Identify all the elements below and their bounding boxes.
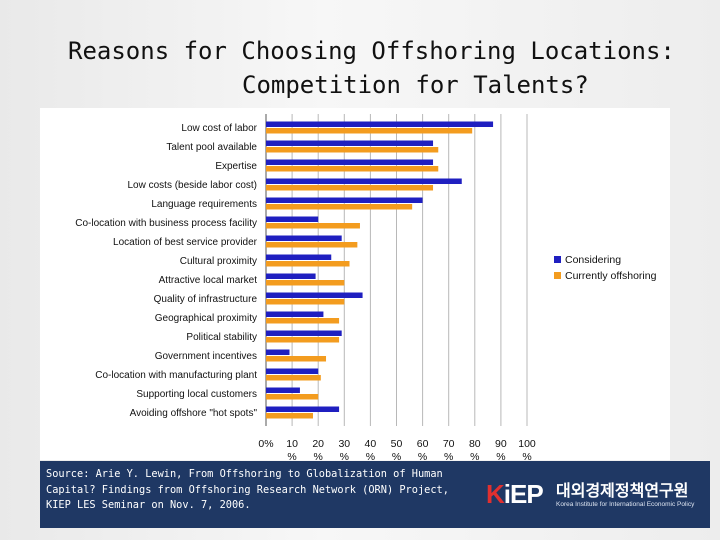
category-label: Expertise (215, 161, 257, 172)
bar-considering (266, 330, 342, 336)
legend-label-currently-offshoring: Currently offshoring (565, 270, 657, 282)
category-label: Avoiding offshore "hot spots" (130, 408, 258, 419)
x-tick-label: 60% (417, 438, 429, 460)
kiep-logo-english-name: Korea Institute for International Econom… (556, 501, 695, 508)
bar-currently-offshoring (266, 299, 345, 305)
bar-considering (266, 311, 324, 317)
category-label: Low costs (beside labor cost) (127, 180, 257, 191)
bar-considering (266, 254, 332, 260)
bar-currently-offshoring (266, 318, 340, 324)
x-tick-label: 0% (258, 438, 273, 450)
bar-considering (266, 387, 300, 393)
legend-label-considering: Considering (565, 254, 621, 266)
bar-currently-offshoring (266, 185, 434, 191)
category-label: Quality of infrastructure (154, 294, 258, 305)
category-label: Location of best service provider (113, 237, 258, 248)
bar-considering (266, 368, 319, 374)
bar-currently-offshoring (266, 280, 345, 286)
source-citation: Source: Arie Y. Lewin, From Offshoring t… (46, 468, 449, 511)
x-tick-label: 90% (495, 438, 507, 460)
bar-currently-offshoring (266, 204, 413, 210)
category-label: Co-location with business process facili… (75, 218, 257, 229)
category-label: Geographical proximity (155, 313, 257, 324)
bar-currently-offshoring (266, 337, 340, 343)
category-label: Attractive local market (159, 275, 258, 286)
x-tick-label: 50% (391, 438, 403, 460)
category-label: Government incentives (155, 351, 257, 362)
slide-title-line-2: Competition for Talents? (242, 71, 589, 99)
bar-considering (266, 216, 319, 222)
bar-currently-offshoring (266, 261, 350, 267)
bar-currently-offshoring (266, 128, 473, 134)
bar-considering (266, 273, 316, 279)
bar-considering (266, 349, 290, 355)
bar-considering (266, 406, 340, 412)
legend-swatch-currently-offshoring (554, 272, 561, 279)
category-label: Language requirements (151, 199, 257, 210)
footer-bar: Source: Arie Y. Lewin, From Offshoring t… (40, 461, 710, 528)
bar-considering (266, 292, 363, 298)
bar-considering (266, 235, 342, 241)
chart-panel: Low cost of labor Talent pool available Ex… (40, 108, 670, 460)
bar-currently-offshoring (266, 223, 360, 229)
category-label: Cultural proximity (180, 256, 257, 267)
x-tick-label: 30% (338, 438, 350, 460)
x-tick-label: 80% (469, 438, 481, 460)
legend-swatch-considering (554, 256, 561, 263)
x-tick-label: 70% (443, 438, 455, 460)
category-label: Co-location with manufacturing plant (95, 370, 257, 381)
x-tick-label: 40% (365, 438, 377, 460)
bar-currently-offshoring (266, 413, 313, 419)
category-label: Supporting local customers (136, 389, 257, 400)
kiep-logo-korean-name: 대외경제정책연구원 (556, 481, 689, 500)
kiep-logo: KiEP 대외경제정책연구원 Korea Institute for Inter… (486, 479, 701, 515)
bar-currently-offshoring (266, 375, 321, 381)
bar-considering (266, 178, 462, 184)
slide-title-line-1: Reasons for Choosing Offshoring Location… (68, 37, 675, 65)
bar-considering (266, 159, 434, 165)
bar-considering (266, 140, 434, 146)
bar-considering (266, 121, 494, 127)
bar-chart: Low cost of labor Talent pool available Ex… (75, 114, 657, 460)
category-label: Low cost of labor (181, 123, 257, 134)
x-tick-label: 10% (286, 438, 298, 460)
category-label: Talent pool available (166, 142, 257, 153)
bar-currently-offshoring (266, 394, 319, 400)
kiep-logo-mark: KiEP (486, 479, 544, 509)
bar-considering (266, 197, 423, 203)
bar-currently-offshoring (266, 356, 327, 362)
bar-currently-offshoring (266, 147, 439, 153)
x-tick-label: 100% (518, 438, 536, 460)
x-tick-label: 20% (312, 438, 324, 460)
bar-currently-offshoring (266, 242, 358, 248)
category-label: Political stability (186, 332, 257, 343)
bar-currently-offshoring (266, 166, 439, 172)
